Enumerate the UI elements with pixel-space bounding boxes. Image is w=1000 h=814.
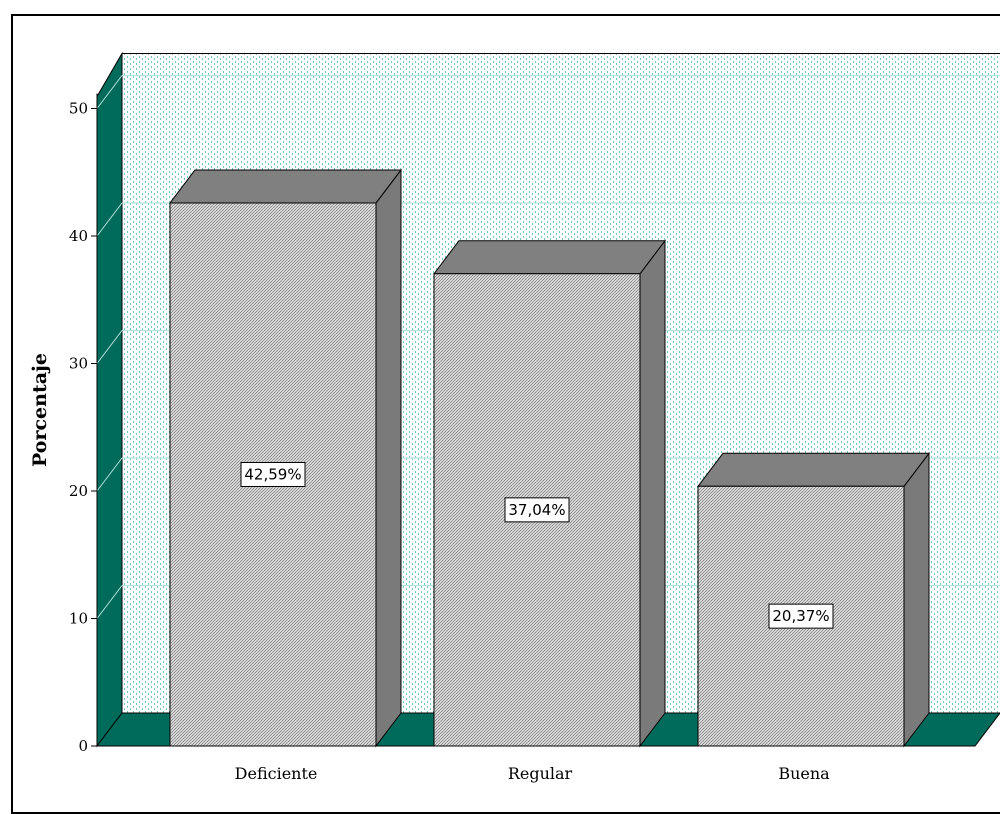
bar-top	[168, 169, 403, 204]
y-tick-label: 30	[69, 355, 88, 373]
y-tick-label: 0	[78, 737, 88, 755]
gridline	[96, 585, 123, 619]
y-tick-label: 40	[69, 227, 88, 245]
gridline	[96, 457, 123, 492]
bar-side	[639, 239, 666, 748]
y-tick-label: 50	[69, 100, 88, 118]
side-wall	[96, 51, 123, 748]
y-tick-label: 20	[69, 482, 88, 500]
data-label: 42,59%	[244, 465, 301, 483]
data-label-box	[240, 461, 306, 487]
y-axis-title: Porcentaje	[29, 353, 51, 467]
x-tick-label: Buena	[778, 764, 830, 783]
data-label-box	[768, 603, 834, 629]
bar-side	[375, 168, 402, 748]
gridline	[96, 75, 123, 109]
x-tick-label: Deficiente	[235, 764, 318, 783]
bar-top	[432, 240, 667, 275]
bar-side	[903, 451, 930, 748]
x-tick-label: Regular	[508, 764, 573, 783]
gridline	[96, 202, 123, 237]
gridline	[96, 330, 123, 364]
y-tick-label: 10	[69, 610, 88, 628]
bar-top	[696, 452, 931, 487]
data-label-box	[504, 497, 570, 523]
data-label: 37,04%	[508, 501, 565, 519]
data-label: 20,37%	[772, 607, 829, 625]
